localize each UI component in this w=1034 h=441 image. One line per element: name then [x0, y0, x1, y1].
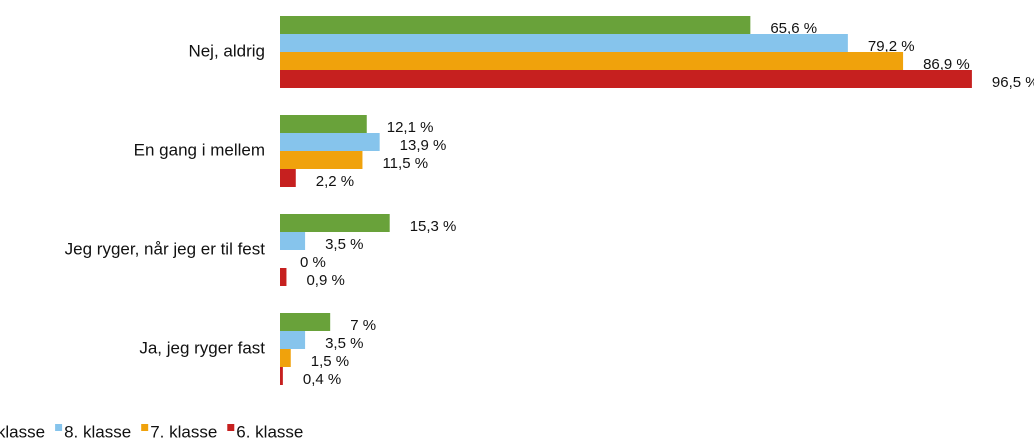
value-label: 1,5 % [311, 353, 349, 370]
bar [280, 34, 848, 52]
legend-label: 9. klasse [0, 422, 45, 441]
value-label: 86,9 % [923, 56, 970, 73]
bar [280, 232, 306, 250]
legend-swatch [227, 424, 235, 431]
bar [280, 133, 380, 151]
value-label: 96,5 % [992, 74, 1034, 91]
bar [280, 52, 904, 70]
value-label: 15,3 % [410, 218, 457, 235]
value-label: 79,2 % [868, 38, 915, 55]
value-label: 0,9 % [306, 272, 344, 289]
value-label: 13,9 % [400, 137, 447, 154]
bar [280, 115, 367, 133]
bar [280, 151, 363, 169]
category-label: Jeg ryger, når jeg er til fest [65, 239, 266, 258]
bar [280, 268, 287, 286]
bar [280, 169, 296, 187]
bar [280, 214, 390, 232]
legend-label: 8. klasse [64, 422, 131, 441]
value-label: 12,1 % [387, 119, 434, 136]
bar [280, 331, 306, 349]
value-label: 2,2 % [316, 173, 354, 190]
bar [280, 70, 972, 88]
value-label: 3,5 % [325, 335, 363, 352]
bar [280, 367, 283, 385]
value-label: 3,5 % [325, 236, 363, 253]
legend-label: 6. klasse [236, 422, 303, 441]
value-label: 0,4 % [303, 371, 341, 388]
bar [280, 349, 291, 367]
category-label: Ja, jeg ryger fast [139, 338, 265, 357]
legend-label: 7. klasse [150, 422, 217, 441]
bar [280, 16, 751, 34]
category-label: En gang i mellem [134, 140, 265, 159]
value-label: 7 % [350, 317, 376, 334]
legend-swatch [55, 424, 63, 431]
value-label: 65,6 % [770, 20, 817, 37]
value-label: 0 % [300, 254, 326, 271]
category-label: Nej, aldrig [188, 41, 265, 60]
bar [280, 313, 331, 331]
legend-swatch [141, 424, 149, 431]
value-label: 11,5 % [382, 155, 428, 172]
